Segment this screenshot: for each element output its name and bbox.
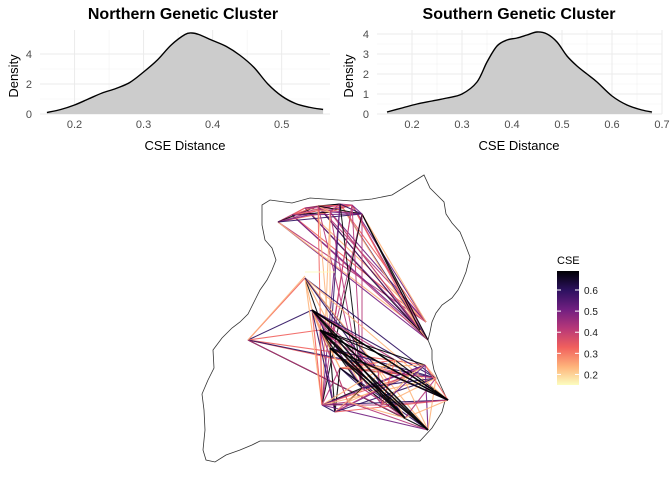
x-tick-label: 0.5 bbox=[554, 119, 569, 131]
network-edge bbox=[311, 309, 437, 379]
y-tick-label: 4 bbox=[26, 49, 32, 61]
network-edge bbox=[317, 205, 331, 213]
network-edge bbox=[351, 204, 427, 323]
axis-ticks: 0.2 0.3 0.4 0.5 0.6 0.7 0 1 2 3 4 bbox=[363, 29, 670, 131]
legend-tick-label: 0.6 bbox=[584, 286, 598, 297]
legend-tick-label: 0.5 bbox=[584, 307, 598, 318]
network-edge bbox=[311, 309, 336, 413]
network-edge bbox=[329, 211, 363, 389]
network-edge bbox=[361, 213, 421, 331]
network-edge bbox=[424, 364, 429, 431]
network-edge bbox=[351, 204, 363, 215]
x-tick-label: 0.3 bbox=[136, 119, 151, 131]
x-tick-label: 0.2 bbox=[67, 119, 82, 131]
network-edge bbox=[304, 277, 323, 406]
legend-title: CSE bbox=[557, 255, 580, 267]
network-edge bbox=[304, 277, 406, 419]
x-tick-label: 0.3 bbox=[454, 119, 469, 131]
network-edge bbox=[319, 329, 429, 431]
y-axis-label: Density bbox=[6, 54, 21, 98]
y-tick-label: 2 bbox=[363, 69, 369, 81]
network-edge bbox=[319, 329, 406, 419]
legend-tick-label: 0.2 bbox=[584, 370, 598, 381]
network-edge bbox=[317, 205, 363, 389]
density-line bbox=[386, 31, 653, 113]
y-axis-label: Density bbox=[341, 54, 356, 98]
network-map bbox=[201, 174, 471, 463]
network-edge bbox=[311, 309, 429, 431]
y-tick-label: 2 bbox=[26, 79, 32, 91]
network-edge bbox=[329, 211, 427, 323]
x-tick-label: 0.4 bbox=[205, 119, 220, 131]
network-edge bbox=[321, 404, 336, 413]
network-edge bbox=[329, 211, 363, 215]
network-edge bbox=[277, 203, 341, 223]
y-tick-label: 4 bbox=[363, 29, 369, 41]
color-legend: CSE 0.2 0.3 0.4 0.5 0.6 bbox=[557, 255, 598, 385]
network-edge bbox=[317, 205, 421, 331]
network-edge bbox=[311, 309, 363, 389]
network-edge bbox=[394, 359, 429, 431]
network-edge bbox=[347, 401, 429, 431]
network-edge bbox=[381, 377, 437, 406]
network-edge bbox=[311, 309, 323, 406]
x-axis-label: CSE Distance bbox=[479, 138, 560, 153]
network-edge bbox=[377, 369, 383, 406]
country-outline bbox=[201, 174, 471, 463]
x-tick-label: 0.2 bbox=[404, 119, 419, 131]
network-edge bbox=[351, 204, 421, 331]
network-edge bbox=[377, 369, 406, 419]
network-edge bbox=[319, 329, 449, 401]
y-tick-label: 3 bbox=[363, 49, 369, 61]
y-tick-label: 1 bbox=[363, 89, 369, 101]
network-edge bbox=[339, 203, 353, 206]
network-edge bbox=[311, 309, 449, 401]
network-edge bbox=[339, 203, 421, 331]
network-edge bbox=[319, 329, 323, 406]
density-plot-northern: Northern Genetic Cluster 0.2 0.3 0.4 0.5 0 2 4… bbox=[6, 6, 330, 153]
network-edge bbox=[329, 347, 449, 401]
x-axis-label: CSE Distance bbox=[145, 138, 226, 153]
network-edge bbox=[277, 213, 363, 223]
network-edge bbox=[321, 359, 396, 406]
x-tick-label: 0.7 bbox=[654, 119, 669, 131]
chart-title: Southern Genetic Cluster bbox=[423, 6, 616, 23]
network-edge bbox=[361, 213, 427, 323]
network-edge bbox=[329, 347, 429, 431]
network-edge bbox=[317, 204, 353, 207]
network-edge bbox=[247, 329, 321, 341]
network-edge bbox=[347, 401, 406, 419]
chart-title: Northern Genetic Cluster bbox=[88, 6, 278, 23]
network-edge bbox=[329, 211, 421, 331]
network-edges bbox=[247, 203, 449, 431]
network-edge bbox=[424, 364, 449, 401]
network-edge bbox=[321, 211, 331, 406]
network-edge bbox=[319, 329, 349, 403]
network-edge bbox=[321, 367, 341, 406]
network-edge bbox=[329, 347, 437, 379]
network-edge bbox=[247, 275, 306, 341]
legend-tick-label: 0.4 bbox=[584, 328, 598, 339]
density-area bbox=[46, 32, 324, 114]
legend-tick-label: 0.3 bbox=[584, 349, 598, 360]
network-edge bbox=[329, 347, 406, 419]
network-edge bbox=[247, 309, 313, 341]
network-edge bbox=[329, 203, 341, 213]
network-edge bbox=[311, 309, 406, 419]
y-tick-label: 0 bbox=[363, 109, 369, 121]
legend-colorbar bbox=[557, 271, 579, 385]
axis-ticks: 0.2 0.3 0.4 0.5 0 2 4 bbox=[26, 49, 289, 131]
x-tick-label: 0.4 bbox=[504, 119, 519, 131]
density-area bbox=[387, 31, 652, 114]
density-line bbox=[46, 32, 324, 114]
network-edge bbox=[427, 377, 437, 431]
x-tick-label: 0.5 bbox=[274, 119, 289, 131]
x-tick-label: 0.6 bbox=[604, 119, 619, 131]
y-tick-label: 0 bbox=[26, 109, 32, 121]
legend-ticks: 0.2 0.3 0.4 0.5 0.6 bbox=[557, 286, 598, 381]
density-plot-southern: Southern Genetic Cluster 0.2 0.3 0.4 0.5 0.6… bbox=[341, 6, 670, 153]
network-edge bbox=[321, 203, 341, 406]
